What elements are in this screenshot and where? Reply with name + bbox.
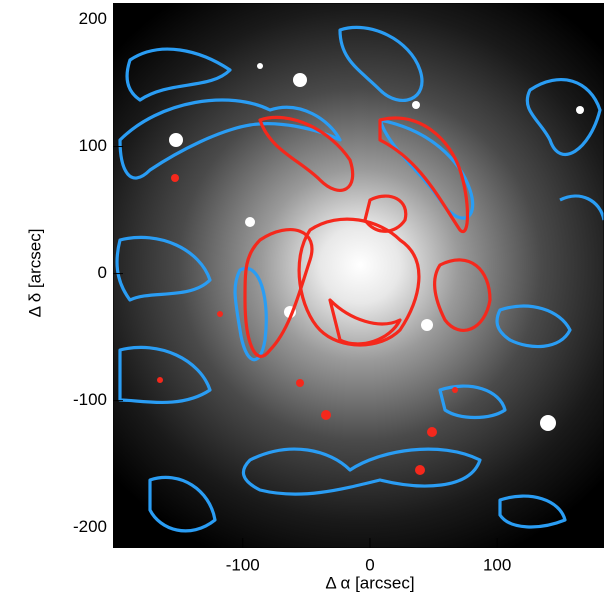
x-tick-label: 0 (365, 555, 374, 574)
image (113, 3, 604, 548)
y-tick-label: -100 (73, 390, 107, 409)
y-tick-label: 200 (79, 9, 107, 28)
x-tick-label: -100 (226, 555, 260, 574)
x-tick-label: 100 (483, 555, 511, 574)
stars (169, 63, 584, 431)
y-tick-label: -200 (73, 517, 107, 536)
galaxy (113, 3, 604, 548)
y-axis-label: Δ δ [arcsec] (25, 229, 44, 318)
y-tick-label: 0 (98, 263, 107, 282)
x-axis-label: Δ α [arcsec] (325, 573, 414, 592)
contours-red (157, 115, 492, 475)
y-tick-label: 100 (79, 136, 107, 155)
